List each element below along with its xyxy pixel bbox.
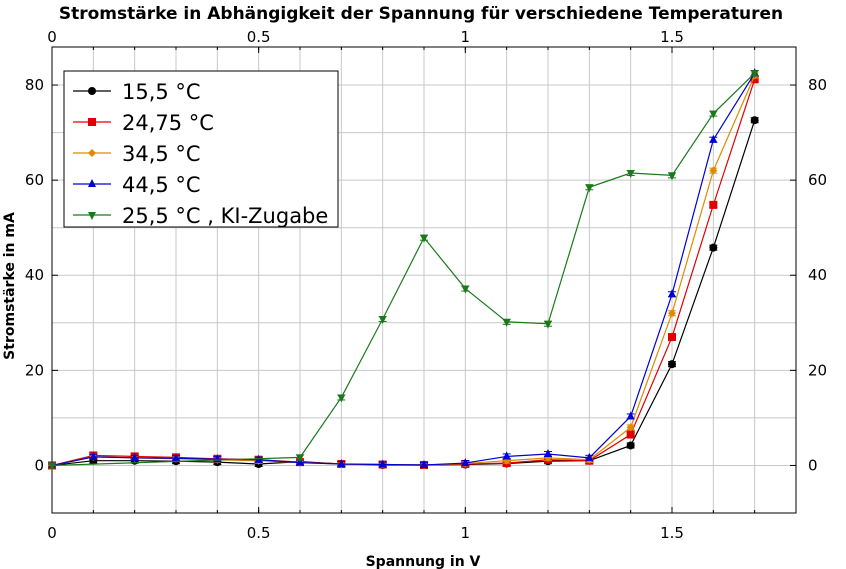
x-tick-label: 1 [461,524,471,542]
data-point [709,134,718,143]
legend-box [63,70,339,228]
y-tick-label: 20 [25,361,44,379]
legend-marker [88,212,96,220]
y-tick-label: 0 [34,456,44,474]
data-point [172,453,180,462]
data-point [668,289,676,298]
legend-marker [88,87,96,95]
x-axis-title: Spannung in V [366,554,481,569]
y-right-tick-label: 80 [808,76,827,94]
series-line [51,72,756,467]
data-point [626,423,635,432]
data-point [461,458,470,467]
data-point [585,452,594,461]
y-right-tick-label: 60 [808,171,827,189]
data-point [709,243,718,252]
y-tick-label: 80 [25,76,44,94]
data-point [48,462,56,471]
y-tick-label: 60 [25,171,44,189]
legend-marker [88,118,96,126]
data-point [420,234,428,243]
data-point [502,451,511,460]
data-point [668,172,676,181]
data-point [709,200,718,209]
data-point [709,166,718,175]
data-point [626,441,635,450]
data-point [502,318,511,327]
data-point [585,184,594,193]
chart-title: Stromstärke in Abhängigkeit der Spannung… [59,4,783,24]
y-right-tick-label: 20 [808,361,827,379]
x-top-tick-label: 1 [461,28,471,46]
y-tick-label: 40 [25,266,44,284]
data-point [626,430,635,439]
y-right-tick-label: 0 [808,456,818,474]
data-point [668,360,676,369]
y-right-tick-label: 40 [808,266,827,284]
data-point [378,315,387,324]
legend-label: 15,5 °C [122,80,201,104]
data-point [626,170,635,179]
data-point [626,411,635,420]
legend-label: 24,75 °C [122,111,214,135]
data-point [750,70,759,79]
data-point [461,285,470,294]
data-point [668,309,676,318]
data-point [337,394,346,403]
legend-label: 25,5 °C , KI-Zugabe [122,204,328,228]
data-point [709,110,718,119]
data-point [130,452,139,461]
legend-label: 34,5 °C [122,142,201,166]
series-4 [48,70,759,471]
legend-label: 44,5 °C [122,173,201,197]
data-point [668,333,676,342]
legend-marker [88,179,96,187]
y-axis-title: Stromstärke in mA [2,212,18,360]
x-tick-label: 1.5 [660,524,684,542]
data-point [296,454,304,463]
data-point [89,451,98,460]
x-top-tick-label: 0 [47,28,57,46]
data-point [337,459,346,468]
x-top-tick-label: 0.5 [247,28,271,46]
data-point [750,116,759,125]
x-top-tick-label: 1.5 [660,28,684,46]
x-tick-label: 0 [47,524,57,542]
data-point [544,320,552,329]
data-point [544,449,552,458]
data-point [420,459,428,468]
data-point [378,459,387,468]
legend-marker [88,149,96,157]
x-tick-label: 0.5 [247,524,271,542]
legend: 15,5 °C 24,75 °C 34,5 °C 44,5 °C 25,5 °C , K… [63,70,339,228]
